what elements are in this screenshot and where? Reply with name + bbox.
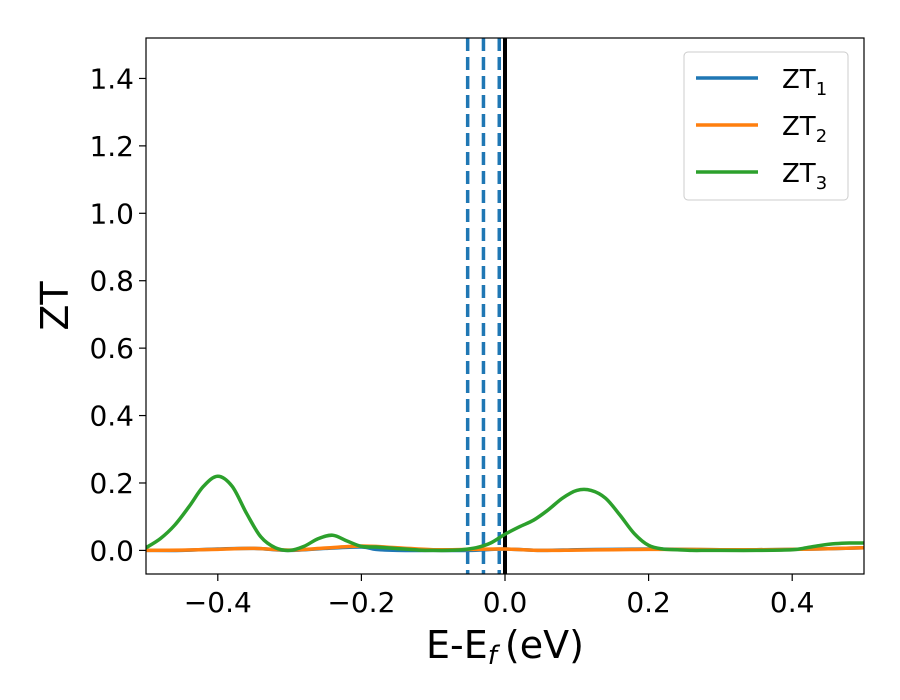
- y-tick-label: 0.6: [89, 332, 134, 365]
- y-tick-label: 1.2: [89, 130, 134, 163]
- legend: ZT1 ZT2 ZT3: [683, 51, 849, 201]
- x-tick-label: −0.4: [184, 586, 252, 619]
- vertical-reference-lines: [465, 38, 507, 574]
- legend-label-2: ZT2: [782, 112, 827, 147]
- x-axis-label: E-Ef (eV): [426, 623, 584, 671]
- series-lines: [146, 474, 864, 553]
- y-tick-label: 1.0: [89, 197, 134, 230]
- legend-label-3: ZT3: [782, 159, 827, 194]
- x-axis-ticks: −0.4 −0.2 0.0 0.2 0.4: [184, 574, 815, 619]
- x-axis-label-main: E-E: [426, 623, 488, 667]
- y-tick-label: 1.4: [89, 62, 134, 95]
- x-tick-label: −0.2: [327, 586, 395, 619]
- legend-box: [683, 51, 849, 201]
- y-axis-label: ZT: [33, 281, 77, 331]
- y-tick-label: 0.4: [89, 400, 134, 433]
- legend-label-1: ZT1: [782, 65, 827, 100]
- x-tick-label: 0.0: [483, 586, 528, 619]
- x-axis-label-sub: f: [488, 641, 501, 671]
- y-tick-label: 0.8: [89, 265, 134, 298]
- y-axis-ticks: 0.0 0.2 0.4 0.6 0.8 1.0 1.2 1.4: [89, 62, 146, 567]
- x-tick-label: 0.2: [626, 586, 671, 619]
- x-axis-label-unit: (eV): [505, 623, 584, 667]
- y-tick-label: 0.2: [89, 467, 134, 500]
- y-tick-label: 0.0: [89, 534, 134, 567]
- x-tick-label: 0.4: [770, 586, 815, 619]
- series-line-3: [146, 474, 864, 553]
